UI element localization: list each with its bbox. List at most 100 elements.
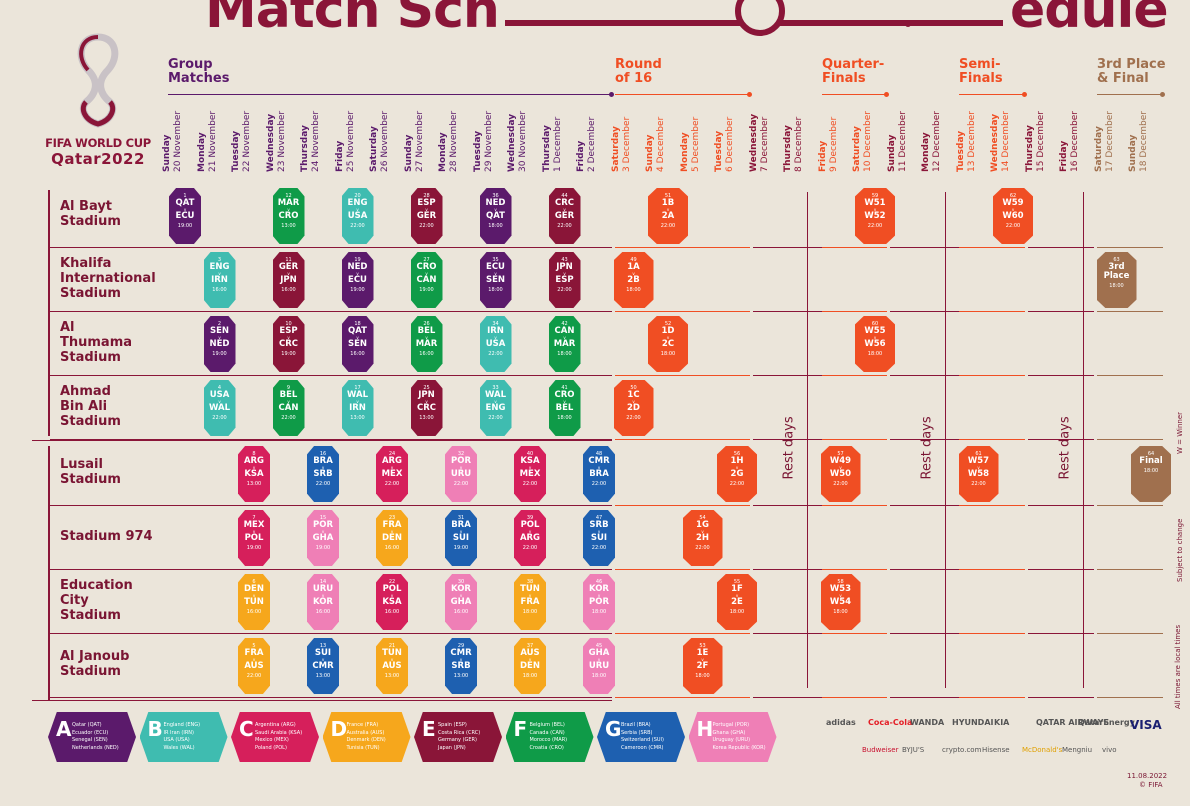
day-name: Tuesday <box>472 130 483 172</box>
match-card[interactable]: 53 1E v 2F 18:00 <box>682 638 723 694</box>
match-card[interactable]: 16 BRA v SRB 22:00 <box>307 446 339 502</box>
match-card[interactable]: 5 FRA v AUS 22:00 <box>238 638 270 694</box>
match-card[interactable]: 7 MEX v POL 19:00 <box>238 510 270 566</box>
match-card[interactable]: 60 W55 v W56 18:00 <box>855 316 895 372</box>
match-team-b: CAN <box>278 403 299 413</box>
match-number: 45 <box>595 643 603 649</box>
match-team-b: MEX <box>519 469 541 479</box>
match-card[interactable]: 21 TUN v AUS 13:00 <box>376 638 408 694</box>
match-card[interactable]: 27 CRO v CAN 19:00 <box>410 252 443 308</box>
match-versus: v <box>356 399 359 404</box>
match-card[interactable]: 11 GER v JPN 16:00 <box>272 252 305 308</box>
match-card[interactable]: 52 1D v 2C 18:00 <box>648 316 688 372</box>
match-card[interactable]: 49 1A v 2B 18:00 <box>613 252 654 308</box>
match-card[interactable]: 51 1B v 2A 22:00 <box>648 188 688 244</box>
match-card[interactable]: 57 W49 v W50 22:00 <box>820 446 861 502</box>
match-card[interactable]: 1 QAT v ECU 19:00 <box>169 188 201 244</box>
day-name: Thursday <box>1024 125 1035 172</box>
match-card[interactable]: 40 KSA v MEX 22:00 <box>514 446 546 502</box>
match-card[interactable]: 10 ESP v CRC 19:00 <box>272 316 305 372</box>
match-card[interactable]: 23 FRA v DEN 16:00 <box>376 510 408 566</box>
match-card[interactable]: 2 SEN v NED 19:00 <box>203 316 236 372</box>
match-time: 19:00 <box>453 545 469 551</box>
match-card[interactable]: 18 QAT v SEN 16:00 <box>341 316 374 372</box>
match-card[interactable]: 19 NED v ECU 19:00 <box>341 252 374 308</box>
match-number: 47 <box>595 515 603 521</box>
match-card[interactable]: 31 BRA v SUI 19:00 <box>445 510 477 566</box>
day-name: Sunday <box>886 134 897 172</box>
match-card[interactable]: 45 GHA v URU 18:00 <box>583 638 615 694</box>
group-team: IR Iran (IRN) <box>163 729 194 736</box>
trophy-emblem-icon <box>77 33 119 128</box>
match-card[interactable]: 8 ARG v KSA 13:00 <box>238 446 270 502</box>
match-card[interactable]: 24 ARG v MEX 22:00 <box>376 446 408 502</box>
match-time: 13:00 <box>350 415 365 421</box>
match-card[interactable]: 61 W57 v W58 22:00 <box>958 446 999 502</box>
day-date: 27 November <box>414 110 425 172</box>
match-card[interactable]: 29 CMR v SRB 13:00 <box>445 638 477 694</box>
match-card[interactable]: 35 ECU v SEN 18:00 <box>479 252 512 308</box>
match-card[interactable]: 55 1F v 2E 18:00 <box>717 574 757 630</box>
match-team-b: AUS <box>382 661 402 671</box>
group-letter: D <box>330 717 348 741</box>
match-time: 22:00 <box>867 223 883 229</box>
match-card[interactable]: 43 JPN v ESP 22:00 <box>548 252 581 308</box>
row-rule <box>1097 697 1163 698</box>
match-card[interactable]: 39 POL v ARG 22:00 <box>514 510 546 566</box>
match-team-a: 1B <box>661 198 675 208</box>
match-card[interactable]: 59 W51 v W52 22:00 <box>855 188 895 244</box>
match-team-b: URU <box>588 661 610 671</box>
match-card[interactable]: 64 Final 18:00 <box>1131 446 1171 502</box>
match-card[interactable]: 38 TUN v FRA 18:00 <box>514 574 546 630</box>
match-card[interactable]: 26 BEL v MAR 16:00 <box>410 316 443 372</box>
match-number: 53 <box>699 643 706 649</box>
match-card[interactable]: 3 ENG v IRN 16:00 <box>203 252 236 308</box>
match-number: 35 <box>492 257 499 263</box>
match-card[interactable]: 17 WAL v IRN 13:00 <box>341 380 374 436</box>
group-team: Poland (POL) <box>255 744 287 751</box>
match-card[interactable]: 14 URU v KOR 16:00 <box>307 574 339 630</box>
match-card[interactable]: 56 1H v 2G 22:00 <box>717 446 757 502</box>
match-card[interactable]: 33 WAL v ENG 22:00 <box>479 380 512 436</box>
match-card[interactable]: 46 KOR v POR 18:00 <box>583 574 615 630</box>
match-card[interactable]: 42 CAN v MAR 18:00 <box>548 316 581 372</box>
match-time: 22:00 <box>419 223 434 229</box>
row-rule <box>890 375 1025 376</box>
match-card[interactable]: 34 IRN v USA 22:00 <box>479 316 512 372</box>
match-card[interactable]: 36 NED v QAT 18:00 <box>479 188 512 244</box>
match-card[interactable]: 47 SRB v SUI 22:00 <box>583 510 615 566</box>
match-card[interactable]: 25 JPN v CRC 13:00 <box>410 380 443 436</box>
match-card[interactable]: 62 W59 v W60 22:00 <box>993 188 1033 244</box>
day-date: 18 December <box>1139 111 1149 172</box>
match-team-b: 2A <box>661 211 675 221</box>
match-card[interactable]: 50 1C v 2D 22:00 <box>613 380 654 436</box>
match-card[interactable]: 13 SUI v CMR 13:00 <box>307 638 339 694</box>
row-rule <box>615 247 750 248</box>
match-card[interactable]: 37 AUS v DEN 18:00 <box>514 638 546 694</box>
match-card[interactable]: 22 POL v KSA 16:00 <box>376 574 408 630</box>
match-team-a: NED <box>347 262 368 272</box>
group-team: Croatia (CRO) <box>529 744 564 751</box>
group-team: Tunisia (TUN) <box>346 744 380 751</box>
match-card[interactable]: 32 POR v URU 22:00 <box>445 446 477 502</box>
match-card[interactable]: 54 1G v 2H 22:00 <box>682 510 723 566</box>
match-card[interactable]: 58 W53 v W54 18:00 <box>820 574 861 630</box>
match-card[interactable]: 6 DEN v TUN 16:00 <box>238 574 270 630</box>
match-card[interactable]: 48 CMR v BRA 22:00 <box>583 446 615 502</box>
match-versus: v <box>1011 207 1015 212</box>
match-number: 9 <box>286 385 291 391</box>
match-team-a: ENG <box>209 262 230 272</box>
match-card[interactable]: 12 MAR v CRO 13:00 <box>272 188 305 244</box>
match-card[interactable]: 30 KOR v GHA 16:00 <box>445 574 477 630</box>
match-card[interactable]: 28 ESP v GER 22:00 <box>410 188 443 244</box>
group-team: Denmark (DEN) <box>346 737 386 743</box>
match-card[interactable]: 41 CRO v BEL 18:00 <box>548 380 581 436</box>
match-card[interactable]: 44 CRC v GER 22:00 <box>548 188 581 244</box>
match-card[interactable]: 63 3rd Place 18:00 <box>1096 252 1137 308</box>
match-card[interactable]: 15 POR v GHA 19:00 <box>307 510 339 566</box>
day-date: 1 December <box>552 116 563 172</box>
match-card[interactable]: 9 BEL v CAN 22:00 <box>272 380 305 436</box>
match-card[interactable]: 20 ENG v USA 22:00 <box>341 188 374 244</box>
match-card[interactable]: 4 USA v WAL 22:00 <box>203 380 236 436</box>
note-subject: Subject to change <box>1176 518 1184 582</box>
